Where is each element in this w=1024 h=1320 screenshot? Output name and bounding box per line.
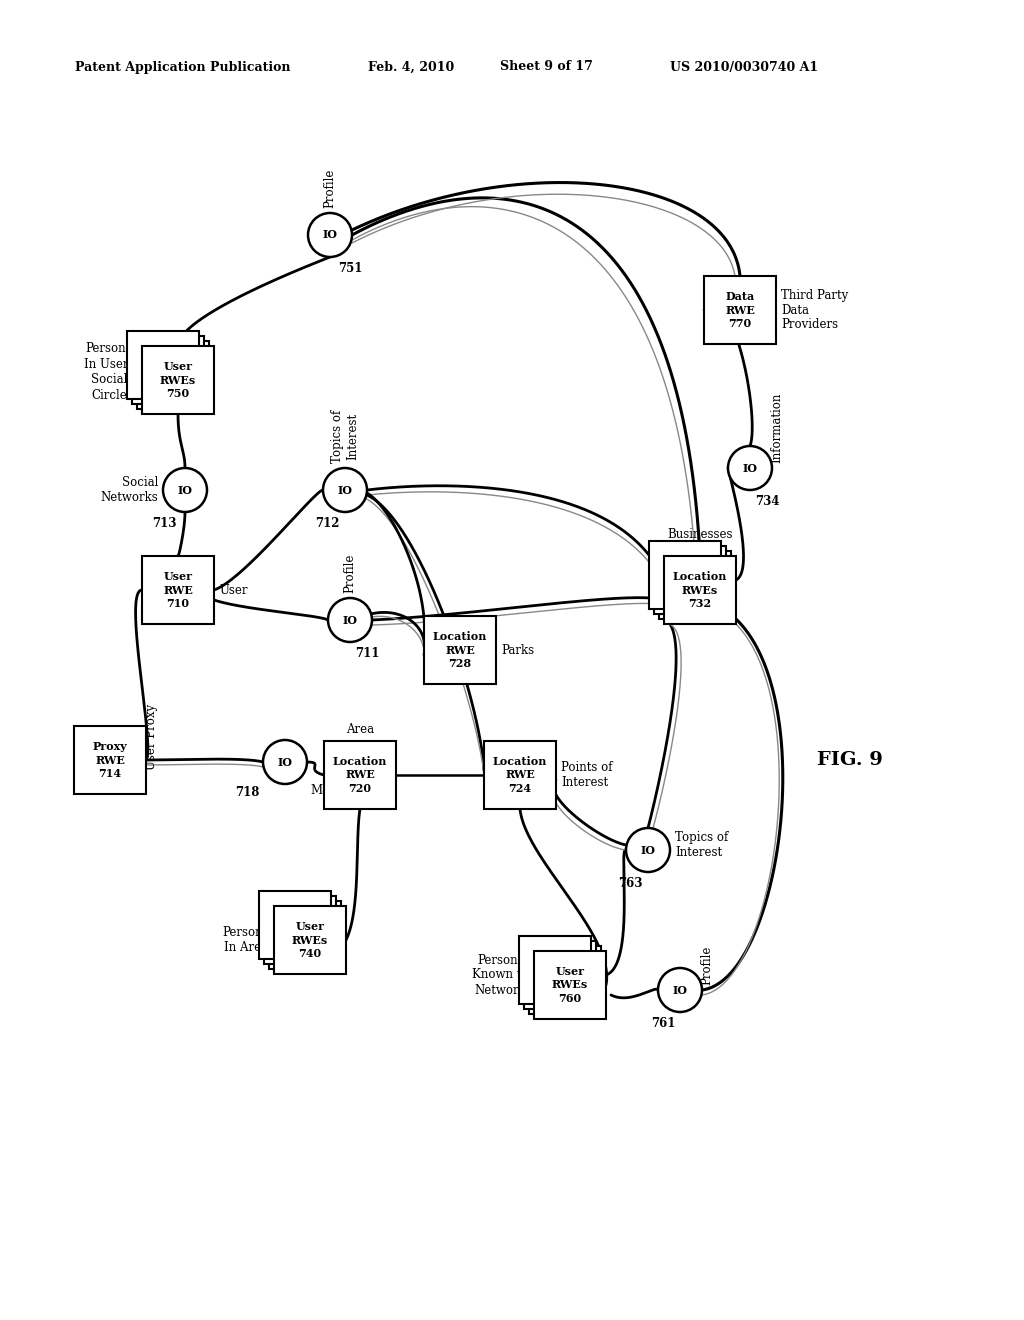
- Bar: [274, 906, 346, 974]
- Bar: [142, 346, 214, 414]
- Text: Persons
Known to
Network: Persons Known to Network: [472, 953, 529, 997]
- Text: User
RWEs
760: User RWEs 760: [552, 966, 588, 1005]
- Text: Parks: Parks: [501, 644, 535, 656]
- Text: IO: IO: [338, 484, 352, 495]
- Bar: [705, 276, 776, 345]
- Text: Topics of
Interest: Topics of Interest: [331, 409, 359, 463]
- Text: User
RWE
710: User RWE 710: [163, 570, 193, 610]
- Bar: [132, 337, 204, 404]
- Text: Sheet 9 of 17: Sheet 9 of 17: [500, 61, 593, 74]
- Circle shape: [328, 598, 372, 642]
- Text: 751: 751: [338, 261, 362, 275]
- Bar: [264, 896, 336, 964]
- Text: Feb. 4, 2010: Feb. 4, 2010: [368, 61, 455, 74]
- Text: Profile: Profile: [343, 553, 356, 593]
- Text: Social
Networks: Social Networks: [100, 477, 158, 504]
- Text: Points of
Interest: Points of Interest: [561, 762, 612, 789]
- Text: Persons
In Users
Social
Circle: Persons In Users Social Circle: [84, 342, 134, 401]
- Text: Proxy
RWE
714: Proxy RWE 714: [92, 741, 127, 779]
- Text: Map: Map: [310, 784, 337, 797]
- Bar: [127, 331, 199, 399]
- Bar: [137, 341, 209, 409]
- Text: 712: 712: [315, 517, 340, 531]
- Bar: [659, 550, 731, 619]
- Bar: [269, 902, 341, 969]
- Text: Area: Area: [346, 723, 374, 737]
- Bar: [324, 741, 396, 809]
- Bar: [654, 546, 726, 614]
- Bar: [524, 941, 596, 1008]
- Circle shape: [308, 213, 352, 257]
- Text: User Proxy: User Proxy: [144, 704, 158, 770]
- Text: IO: IO: [742, 462, 758, 474]
- Bar: [649, 541, 721, 609]
- Text: IO: IO: [673, 985, 687, 995]
- Text: Topics of
Interest: Topics of Interest: [675, 832, 728, 859]
- Text: Location
RWE
724: Location RWE 724: [493, 756, 547, 795]
- Bar: [142, 556, 214, 624]
- Text: Location
RWEs
732: Location RWEs 732: [673, 570, 727, 610]
- Text: Data
RWE
770: Data RWE 770: [725, 290, 755, 329]
- Text: 734: 734: [755, 495, 779, 508]
- Bar: [424, 616, 496, 684]
- Text: Location
RWE
720: Location RWE 720: [333, 756, 387, 795]
- Text: User
RWEs
740: User RWEs 740: [292, 921, 328, 960]
- Bar: [664, 556, 736, 624]
- Text: Location
RWE
728: Location RWE 728: [433, 631, 487, 669]
- Circle shape: [163, 469, 207, 512]
- Text: 713: 713: [153, 517, 177, 531]
- Text: Information: Information: [770, 392, 783, 463]
- Bar: [74, 726, 146, 795]
- Text: IO: IO: [278, 756, 293, 767]
- Text: IO: IO: [177, 484, 193, 495]
- Text: Patent Application Publication: Patent Application Publication: [75, 61, 291, 74]
- Text: 718: 718: [236, 785, 260, 799]
- Text: Profile: Profile: [700, 945, 714, 985]
- Text: Persons
In Area: Persons In Area: [222, 927, 269, 954]
- Circle shape: [728, 446, 772, 490]
- Text: 763: 763: [618, 876, 643, 890]
- Text: IO: IO: [342, 615, 357, 626]
- Text: Businesses: Businesses: [668, 528, 733, 541]
- Circle shape: [626, 828, 670, 873]
- Circle shape: [323, 469, 367, 512]
- Text: 761: 761: [650, 1016, 675, 1030]
- Text: US 2010/0030740 A1: US 2010/0030740 A1: [670, 61, 818, 74]
- Text: IO: IO: [640, 845, 655, 855]
- Text: Profile: Profile: [324, 169, 337, 209]
- Bar: [519, 936, 591, 1005]
- Bar: [534, 950, 606, 1019]
- Text: User
RWEs
750: User RWEs 750: [160, 360, 197, 399]
- Bar: [484, 741, 556, 809]
- Circle shape: [658, 968, 702, 1012]
- Text: User: User: [219, 583, 248, 597]
- Bar: [529, 946, 601, 1014]
- Text: 711: 711: [355, 647, 379, 660]
- Text: Third Party
Data
Providers: Third Party Data Providers: [781, 289, 848, 331]
- Circle shape: [263, 741, 307, 784]
- Text: IO: IO: [323, 230, 338, 240]
- Bar: [259, 891, 331, 960]
- Text: FIG. 9: FIG. 9: [817, 751, 883, 770]
